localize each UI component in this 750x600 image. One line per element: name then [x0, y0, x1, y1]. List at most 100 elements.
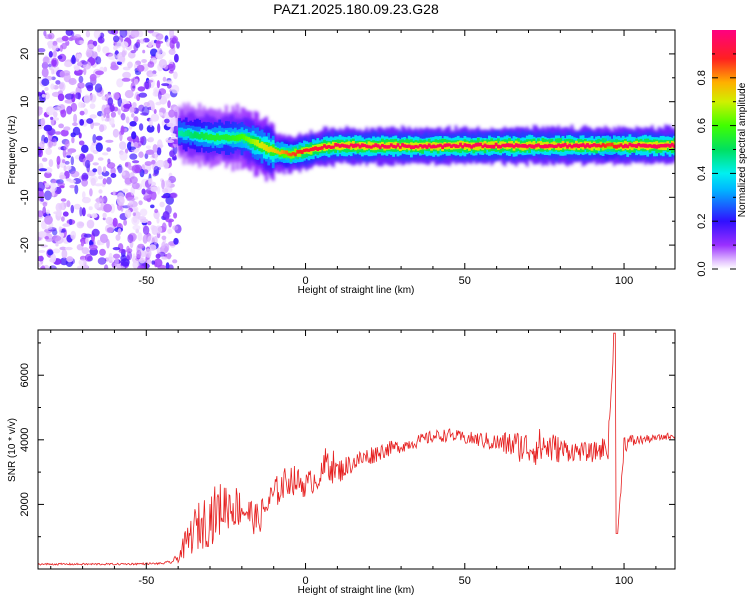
noise-speck	[38, 231, 47, 238]
noise-speck	[165, 139, 175, 143]
ridge-cell	[666, 143, 670, 147]
ridge-cell	[592, 143, 596, 147]
noise-speck	[147, 30, 154, 34]
noise-speck	[52, 117, 60, 121]
ridge-cell	[481, 145, 485, 149]
noise-speck	[89, 73, 97, 82]
ridge-cell	[430, 145, 433, 149]
noise-speck	[42, 206, 47, 216]
ridge-cell	[534, 143, 538, 148]
noise-speck	[52, 248, 61, 254]
ridge-cell	[673, 144, 675, 149]
noise-speck	[76, 221, 85, 229]
noise-speck	[137, 243, 145, 249]
noise-speck	[162, 76, 167, 82]
ridge-cell	[557, 143, 560, 147]
noise-speck	[44, 92, 50, 100]
ridge-cell	[274, 149, 277, 153]
noise-speck	[168, 48, 176, 56]
noise-speck	[106, 238, 110, 249]
noise-speck	[110, 173, 117, 178]
noise-speck	[129, 153, 138, 160]
noise-speck	[99, 248, 106, 256]
noise-speck	[139, 250, 147, 258]
noise-speck	[95, 142, 103, 152]
ridge-cell	[485, 144, 489, 149]
noise-speck	[153, 87, 160, 94]
ridge-cell	[189, 131, 193, 139]
ridge-cell	[661, 144, 665, 148]
noise-speck	[138, 123, 144, 131]
ridge-cell	[537, 143, 540, 147]
noise-speck	[105, 216, 114, 225]
ridge-cell	[396, 143, 400, 147]
ridge-cell	[664, 143, 667, 148]
ridge-cell	[374, 143, 378, 147]
noise-speck	[126, 197, 136, 202]
x-tick-label: 0	[302, 575, 308, 587]
x-tick-label: -50	[138, 275, 154, 287]
ridge-cell	[329, 145, 333, 149]
ridge-cell	[412, 145, 415, 149]
noise-speck	[99, 233, 108, 244]
noise-speck	[85, 30, 91, 38]
noise-speck	[92, 168, 98, 173]
ridge-cell	[389, 143, 393, 147]
ridge-cell	[347, 145, 351, 149]
colorbar-tick-label: 0.4	[696, 166, 708, 181]
ridge-cell	[242, 134, 246, 141]
noise-speck	[129, 146, 136, 150]
noise-speck	[70, 230, 77, 240]
colorbar-label: Normalized spectral amplitude	[737, 82, 748, 217]
noise-speck	[59, 246, 66, 251]
noise-speck	[86, 118, 94, 124]
ridge-cell	[476, 142, 480, 147]
noise-speck	[83, 108, 88, 115]
ridge-cell	[465, 143, 469, 148]
noise-speck	[68, 218, 73, 226]
noise-speck	[76, 53, 82, 59]
ridge-cell	[336, 143, 340, 147]
ridge-cell	[554, 144, 558, 148]
noise-speck	[95, 197, 105, 204]
y-tick-label: -20	[19, 237, 31, 253]
ridge-cell	[294, 152, 297, 157]
ridge-cell	[196, 132, 199, 139]
noise-speck	[93, 30, 101, 39]
ridge-cell	[454, 144, 458, 149]
colorbar: 0.0 0.2 0.4 0.6 0.8 Normalized spectral ampl…	[696, 30, 748, 277]
ridge-cell	[182, 132, 186, 137]
noise-speck	[86, 219, 95, 229]
ridge-cell	[532, 144, 536, 149]
noise-speck	[120, 125, 125, 135]
noise-speck	[128, 51, 136, 59]
noise-speck	[138, 92, 148, 98]
snr-ylabel: SNR (10 * v/v)	[7, 418, 18, 482]
ridge-cell	[262, 143, 266, 150]
noise-speck	[66, 165, 72, 171]
ridge-cell	[282, 150, 286, 154]
noise-speck	[83, 233, 92, 238]
noise-speck	[171, 37, 177, 44]
ridge-cell	[427, 143, 431, 148]
ridge-cell	[423, 144, 427, 148]
ridge-cell	[271, 147, 275, 153]
noise-speck	[107, 158, 111, 164]
ridge-cell	[238, 134, 242, 141]
noise-speck	[60, 257, 69, 266]
ridge-cell	[633, 144, 636, 148]
noise-speck	[63, 165, 67, 172]
noise-speck	[172, 225, 179, 231]
ridge-cell	[289, 153, 293, 157]
ridge-cell	[432, 144, 436, 149]
noise-speck	[74, 34, 81, 39]
noise-speck	[140, 112, 149, 116]
ridge-cell	[256, 139, 259, 147]
noise-speck	[90, 144, 95, 153]
ridge-cell	[300, 150, 304, 154]
noise-speck	[161, 241, 166, 249]
noise-speck	[138, 257, 146, 264]
noise-speck	[155, 253, 161, 259]
ridge-cell	[461, 141, 465, 149]
noise-speck	[97, 157, 104, 161]
